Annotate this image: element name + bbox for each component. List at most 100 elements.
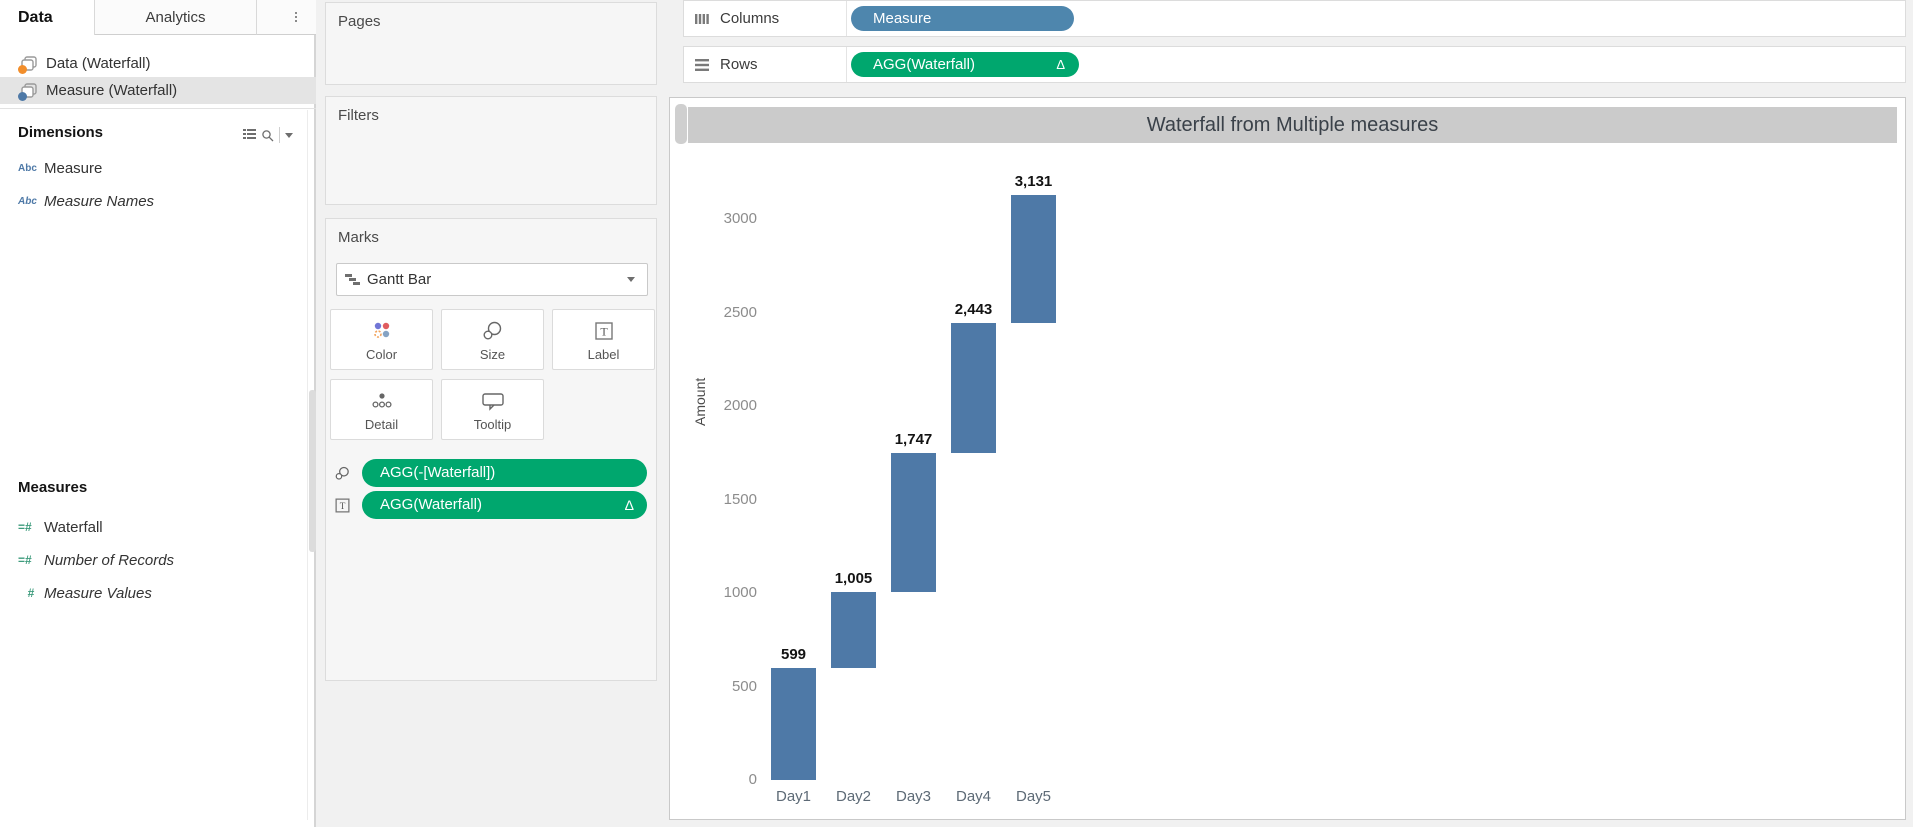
- datasource-icon: [18, 82, 38, 101]
- measure-field-row[interactable]: =# Number of Records: [0, 544, 307, 576]
- tab-data-label: Data: [18, 9, 53, 26]
- numeric-field-icon: =#: [18, 520, 32, 534]
- shelf-divider: [846, 1, 847, 36]
- marks-pill-label: AGG(Waterfall): [380, 496, 482, 513]
- filters-shelf[interactable]: Filters: [325, 96, 657, 205]
- search-icon[interactable]: [261, 129, 274, 142]
- pane-options-caret-icon[interactable]: [285, 132, 293, 138]
- label-icon: T: [594, 322, 613, 340]
- y-axis-tick-label: 2000: [723, 397, 757, 414]
- gantt-bar[interactable]: [831, 592, 876, 668]
- mark-value-label: 3,131: [1014, 172, 1053, 190]
- sheet: Waterfall from Multiple measures Amount …: [669, 97, 1906, 820]
- string-field-icon: Abc: [18, 162, 37, 174]
- field-label: Measure Values: [44, 584, 152, 602]
- columns-shelf-label: Columns: [720, 10, 780, 27]
- size-icon: [483, 321, 501, 340]
- dimension-field-row[interactable]: Abc Measure Names: [0, 185, 307, 217]
- x-axis-category-label[interactable]: Day4: [955, 788, 992, 805]
- rows-pill-label: AGG(Waterfall): [873, 56, 975, 73]
- columns-icon: [695, 12, 709, 26]
- pages-shelf-title: Pages: [338, 13, 381, 30]
- dimension-field-row[interactable]: Abc Measure: [0, 152, 307, 184]
- sheet-title[interactable]: Waterfall from Multiple measures: [688, 107, 1897, 143]
- pane-menu-icon[interactable]: [295, 12, 297, 14]
- y-axis-tick-label: 3000: [723, 210, 757, 227]
- filters-shelf-title: Filters: [338, 107, 379, 124]
- color-icon: [373, 322, 389, 338]
- gantt-bar[interactable]: [1011, 194, 1056, 324]
- data-pane: Data Analytics Data (Waterfall) Measure …: [0, 0, 316, 827]
- measures-header: Measures: [18, 479, 88, 496]
- gantt-bar[interactable]: [771, 667, 816, 780]
- rows-shelf-label: Rows: [720, 56, 758, 73]
- tooltip-button-label: Tooltip: [473, 417, 512, 432]
- mark-value-label: 1,005: [834, 570, 873, 588]
- tab-strip-end: [257, 0, 316, 35]
- gantt-bar[interactable]: [891, 453, 936, 593]
- field-label: Measure: [44, 159, 103, 177]
- x-axis-category-label[interactable]: Day1: [775, 788, 812, 805]
- tab-analytics-label: Analytics: [145, 9, 206, 26]
- table-calc-delta-icon: Δ: [1056, 57, 1065, 72]
- dropdown-caret-icon: [627, 277, 635, 282]
- marks-card-title: Marks: [338, 229, 379, 246]
- tooltip-button[interactable]: Tooltip: [441, 379, 544, 440]
- field-label: Waterfall: [44, 518, 103, 536]
- y-axis-tick-label: 1000: [723, 584, 757, 601]
- tooltip-icon: [481, 393, 504, 411]
- mark-value-label: 1,747: [894, 431, 933, 449]
- detail-icon: [371, 393, 392, 408]
- columns-pill[interactable]: Measure: [851, 6, 1074, 31]
- color-button[interactable]: Color: [330, 309, 433, 370]
- pane-scrollbar-track: [307, 110, 308, 820]
- shelf-divider: [846, 47, 847, 82]
- tab-analytics[interactable]: Analytics: [95, 0, 257, 35]
- header-separator: [279, 127, 280, 143]
- svg-text:T: T: [340, 501, 346, 511]
- worksheet-area: Columns Measure Rows AGG(Waterfall) Δ Wa…: [666, 0, 1913, 827]
- datasource-row[interactable]: Data (Waterfall): [0, 50, 316, 77]
- string-field-icon: Abc: [18, 195, 37, 207]
- rows-icon: [695, 58, 709, 72]
- field-label: Measure Names: [44, 192, 155, 210]
- datasource-row-selected[interactable]: Measure (Waterfall): [0, 77, 316, 104]
- y-axis-tick-label: 0: [748, 771, 757, 788]
- plot-area: 0 500 1000 1500 2000 2500 3000 599 Day1 1,005 Day2…: [670, 98, 1907, 821]
- detail-button[interactable]: Detail: [330, 379, 433, 440]
- label-encoding-icon: T: [334, 497, 351, 514]
- pane-scrollbar-thumb[interactable]: [309, 390, 316, 552]
- label-button[interactable]: T Label: [552, 309, 655, 370]
- tab-data[interactable]: Data: [0, 0, 95, 35]
- table-calc-delta-icon: Δ: [624, 497, 634, 513]
- x-axis-category-label[interactable]: Day3: [895, 788, 932, 805]
- columns-shelf[interactable]: Columns Measure: [683, 0, 1906, 37]
- y-axis-tick-label: 2500: [723, 303, 757, 321]
- mark-type-dropdown[interactable]: Gantt Bar: [336, 263, 648, 296]
- field-label: Number of Records: [44, 551, 175, 569]
- measure-field-row[interactable]: # Measure Values: [0, 577, 307, 609]
- datasource-label: Measure (Waterfall): [46, 82, 178, 99]
- x-axis-category-label[interactable]: Day5: [1015, 788, 1052, 805]
- datasource-status-badge: [18, 64, 27, 74]
- cards-panel: Pages Filters Marks Gantt Bar Co: [318, 0, 666, 827]
- size-button[interactable]: Size: [441, 309, 544, 370]
- datasource-icon: [18, 55, 38, 74]
- rows-shelf[interactable]: Rows AGG(Waterfall) Δ: [683, 46, 1906, 83]
- marks-pill[interactable]: AGG(Waterfall) Δ: [362, 491, 647, 519]
- rows-pill[interactable]: AGG(Waterfall) Δ: [851, 52, 1079, 77]
- y-axis-tick-label: 1500: [723, 490, 757, 508]
- pages-shelf[interactable]: Pages: [325, 2, 657, 85]
- measure-field-row[interactable]: =# Waterfall: [0, 511, 307, 543]
- numeric-field-icon: #: [27, 586, 35, 600]
- pane-tabs: Data Analytics: [0, 0, 316, 35]
- view-data-grid-icon[interactable]: [243, 129, 256, 141]
- sheet-scrollbar-thumb[interactable]: [675, 104, 687, 144]
- marks-pill[interactable]: AGG(-[Waterfall]): [362, 459, 647, 487]
- x-axis-category-label[interactable]: Day2: [835, 788, 872, 805]
- mark-type-value: Gantt Bar: [367, 271, 432, 288]
- color-button-label: Color: [365, 347, 398, 362]
- gantt-bar[interactable]: [951, 323, 996, 454]
- dimensions-header: Dimensions: [18, 124, 104, 141]
